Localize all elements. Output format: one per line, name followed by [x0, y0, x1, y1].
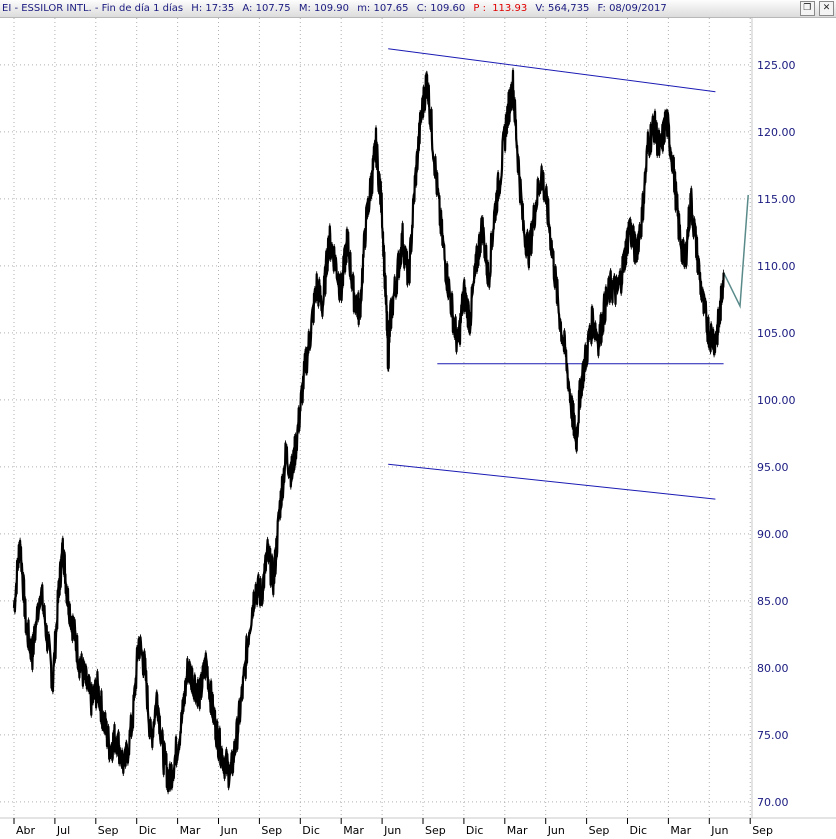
- y-tick-label: 70.00: [757, 796, 789, 809]
- y-tick-label: 105.00: [757, 327, 796, 340]
- y-tick-label: 110.00: [757, 260, 796, 273]
- y-tick-label: 85.00: [757, 595, 789, 608]
- symbol-label: EI - ESSILOR INTL. - Fin de día 1 días: [2, 3, 184, 14]
- trend-annotations: [388, 48, 749, 500]
- high-value: 17:35: [205, 3, 235, 14]
- price-series: [12, 67, 725, 795]
- y-tick-label: 125.00: [757, 59, 796, 72]
- x-tick-label: Jun: [383, 824, 401, 837]
- x-tick-label: Mar: [507, 824, 528, 837]
- price-range-low: [13, 73, 724, 795]
- y-tick-label: 95.00: [757, 461, 789, 474]
- x-tick-label: Sep: [589, 824, 610, 837]
- max-label: M:: [298, 3, 311, 14]
- x-tick-label: Mar: [180, 824, 201, 837]
- x-tick-label: Mar: [670, 824, 691, 837]
- p-label: P :: [473, 3, 486, 14]
- chart-title-bar: EI - ESSILOR INTL. - Fin de día 1 días H…: [0, 0, 836, 18]
- x-tick-label: Sep: [425, 824, 446, 837]
- max-value: 109.90: [314, 3, 349, 14]
- x-axis: Abr Jul Sep Dic Mar Jun Sep Dic Mar Jun Sep Dic Mar J…: [13, 818, 773, 837]
- y-tick-label: 115.00: [757, 193, 796, 206]
- x-tick-label: Dic: [466, 824, 484, 837]
- x-tick-label: Sep: [261, 824, 282, 837]
- close-label: C:: [416, 3, 428, 14]
- x-tick-label: Sep: [98, 824, 119, 837]
- min-label: m:: [357, 3, 371, 14]
- p-value: 113.93: [492, 3, 528, 14]
- date-label: F:: [597, 3, 606, 14]
- x-tick-label: Jul: [56, 824, 70, 837]
- x-tick-label: Jun: [220, 824, 238, 837]
- x-tick-label: Dic: [630, 824, 648, 837]
- close-value: 109.60: [430, 3, 466, 14]
- price-range-high: [13, 67, 724, 789]
- x-tick-label: Jun: [710, 824, 728, 837]
- y-axis: 70.00 75.00 80.00 85.00 90.00 95.00 100.00 105.…: [757, 59, 796, 809]
- x-tick-label: Sep: [752, 824, 773, 837]
- price-line: [12, 69, 725, 793]
- open-value: 107.75: [255, 3, 291, 14]
- y-tick-label: 75.00: [757, 729, 789, 742]
- x-tick-label: Abr: [16, 824, 36, 837]
- channel-upper-line: [388, 48, 716, 93]
- y-tick-label: 80.00: [757, 662, 789, 675]
- price-chart: 70.00 75.00 80.00 85.00 90.00 95.00 100.00 105.…: [0, 18, 836, 837]
- open-label: A:: [242, 3, 253, 14]
- window-buttons: ❐ ✕: [799, 1, 834, 18]
- y-tick-label: 100.00: [757, 394, 796, 407]
- high-label: H:: [191, 3, 203, 14]
- restore-icon[interactable]: ❐: [799, 1, 815, 16]
- x-tick-label: Dic: [302, 824, 320, 837]
- volume-value: 564,735: [547, 3, 590, 14]
- projection-line: [722, 194, 749, 309]
- min-value: 107.65: [373, 3, 409, 14]
- y-tick-label: 90.00: [757, 528, 789, 541]
- x-tick-label: Dic: [139, 824, 157, 837]
- volume-label: V:: [535, 3, 545, 14]
- date-value: 08/09/2017: [609, 3, 667, 14]
- close-icon[interactable]: ✕: [819, 1, 834, 16]
- y-tick-label: 120.00: [757, 126, 796, 139]
- channel-lower-line: [388, 463, 716, 500]
- x-tick-label: Jun: [547, 824, 565, 837]
- x-tick-label: Mar: [343, 824, 364, 837]
